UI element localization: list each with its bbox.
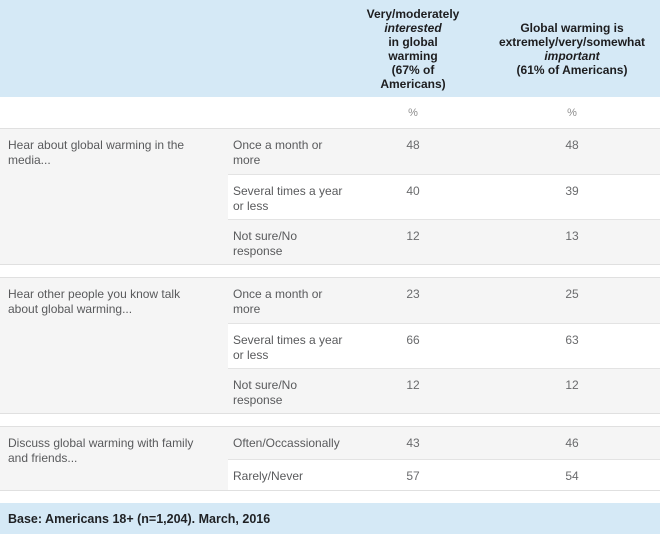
group-label: Hear other people you know talk about gl… [0,278,228,413]
header-line: warming [388,48,438,63]
value-important: 25 [565,287,579,301]
row-label: Once a month or more [233,138,323,167]
header-line-italic: important [544,48,600,63]
group-label: Discuss global warming with family and f… [0,427,228,490]
table-row: Rarely/Never 57 54 [228,458,660,490]
table-row: Once a month or more 23 25 [228,278,660,323]
header-line: Global warming is [520,20,624,35]
value-interested: 12 [406,378,420,392]
value-interested: 12 [406,229,420,243]
table-row: Several times a year or less 66 63 [228,323,660,368]
header-line: in global [388,34,438,49]
value-important: 12 [565,378,579,392]
value-interested: 48 [406,138,420,152]
percent-symbol-col1: % [408,106,418,119]
row-group-media: Hear about global warming in the media..… [0,129,660,264]
value-important: 46 [565,436,579,450]
group-rows: Once a month or more 23 25 Several times… [228,278,660,413]
value-interested: 57 [406,468,420,483]
footer-separator [0,490,660,503]
percent-symbol-col2: % [567,106,577,119]
header-line: extremely/very/somewhat [498,34,646,49]
row-label: Rarely/Never [233,468,304,483]
value-important: 48 [565,138,579,152]
header-line: (61% of Americans) [516,62,628,77]
table-row: Once a month or more 48 48 [228,129,660,174]
value-important: 54 [565,468,579,483]
value-interested: 40 [406,184,420,198]
table-row: Several times a year or less 40 39 [228,174,660,219]
percent-unit-row: % % [0,97,660,129]
value-interested: 43 [406,436,420,450]
row-label: Several times a year or less [233,184,343,213]
value-interested: 66 [406,333,420,347]
group-label: Hear about global warming in the media..… [0,129,228,264]
header-line: (67% of [391,62,435,77]
row-group-other-people: Hear other people you know talk about gl… [0,278,660,413]
row-label: Not sure/No response [233,378,298,407]
header-line-italic: interested [384,20,442,35]
column-header-interested: Very/moderately interested in global war… [348,7,490,91]
row-label: Not sure/No response [233,229,298,258]
row-label: Once a month or more [233,287,323,316]
value-important: 13 [565,229,579,243]
row-label: Several times a year or less [233,333,343,362]
group-rows: Once a month or more 48 48 Several times… [228,129,660,264]
table-row: Not sure/No response 12 13 [228,219,660,264]
base-note: Base: Americans 18+ (n=1,204). March, 20… [8,511,271,526]
group-rows: Often/Occassionally 43 46 Rarely/Never 5… [228,427,660,490]
table-row: Often/Occassionally 43 46 [228,427,660,459]
group-separator [0,413,660,427]
row-label: Often/Occassionally [233,436,340,450]
value-important: 63 [565,333,579,347]
row-group-family-friends: Discuss global warming with family and f… [0,427,660,490]
table-row: Not sure/No response 12 12 [228,368,660,413]
group-separator [0,264,660,278]
value-interested: 23 [406,287,420,301]
header-line: Americans) [380,76,446,91]
value-important: 39 [565,184,579,198]
header-line: Very/moderately [366,6,460,21]
footer-band: Base: Americans 18+ (n=1,204). March, 20… [0,503,660,534]
table-header-band: Very/moderately interested in global war… [0,0,660,97]
column-header-important: Global warming is extremely/very/somewha… [490,21,660,77]
